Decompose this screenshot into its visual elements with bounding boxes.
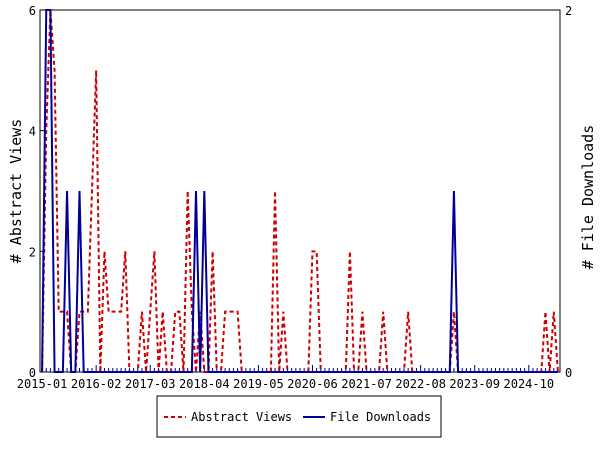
legend-label-abstract-views: Abstract Views — [191, 410, 292, 424]
x-tick-label: 2015-01 — [17, 377, 68, 391]
y-tick-label: 6 — [29, 4, 36, 18]
y2-tick-label: 0 — [565, 366, 572, 380]
y-tick-label: 2 — [29, 245, 36, 259]
y-tick-label: 4 — [29, 125, 36, 139]
plot-area — [39, 9, 561, 373]
x-tick-label: 2021-07 — [341, 377, 392, 391]
y-tick-label: 0 — [29, 366, 36, 380]
x-tick-label: 2024-10 — [504, 377, 555, 391]
y2-axis-label: # File Downloads — [579, 125, 597, 270]
file-downloads-line — [41, 9, 558, 373]
x-tick-label: 2018-04 — [179, 377, 230, 391]
series-layer — [41, 9, 559, 373]
x-tick-label: 2023-09 — [449, 377, 500, 391]
x-tick-label: 2022-08 — [395, 377, 446, 391]
x-axis-tick-labels: 2015-01 2016-02 2017-03 2018-04 2019-05 2020-… — [17, 377, 554, 391]
x-tick-label: 2016-02 — [71, 377, 122, 391]
x-tick-label: 2017-03 — [125, 377, 176, 391]
legend: Abstract Views File Downloads — [156, 395, 442, 438]
x-tick-label: 2020-06 — [287, 377, 338, 391]
legend-label-file-downloads: File Downloads — [330, 410, 431, 424]
legend-box — [156, 395, 442, 438]
x-tick-label: 2019-05 — [233, 377, 284, 391]
y2-tick-label: 2 — [565, 4, 572, 18]
y-axis-label: # Abstract Views — [7, 119, 25, 264]
